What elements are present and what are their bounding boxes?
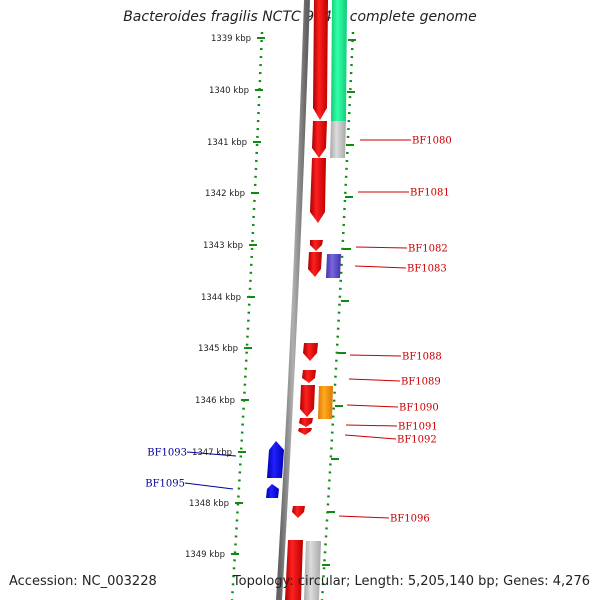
ruler-label: 1348 kbp [189, 499, 229, 509]
ruler-label: 1343 kbp [203, 241, 243, 251]
forward-gene [285, 540, 303, 600]
genome-backbone [276, 0, 310, 600]
gene-label-bf1095[interactable]: BF1095 [145, 479, 185, 490]
forward-gene [300, 385, 315, 417]
gene-label-bf1088[interactable]: BF1088 [402, 352, 442, 363]
ruler-label: 1347 kbp [192, 448, 232, 458]
label-connector [184, 482, 234, 490]
grey-feature [330, 121, 346, 158]
ruler-label: 1346 kbp [195, 396, 235, 406]
forward-gene [310, 158, 326, 223]
forward-gene [313, 0, 328, 120]
inner-ruler-arc [230, 31, 264, 600]
forward-gene [298, 428, 312, 435]
label-connectors [184, 139, 411, 519]
grey-feature [304, 541, 321, 600]
forward-gene [310, 240, 323, 251]
gene-label-bf1093[interactable]: BF1093 [147, 448, 187, 459]
forward-gene [299, 418, 313, 427]
gene-label-bf1082[interactable]: BF1082 [408, 244, 448, 255]
ruler-label: 1345 kbp [198, 344, 238, 354]
label-connector [186, 451, 237, 457]
forward-gene [308, 252, 322, 277]
ruler-label: 1339 kbp [211, 34, 251, 44]
gene-label-bf1080[interactable]: BF1080 [412, 136, 452, 147]
orange-feature [318, 386, 333, 419]
label-connector [346, 404, 399, 408]
gene-label-bf1081[interactable]: BF1081 [410, 188, 450, 199]
label-connector [338, 515, 390, 519]
ruler-label: 1342 kbp [205, 189, 245, 199]
gene-label-bf1089[interactable]: BF1089 [401, 377, 441, 388]
forward-gene [303, 343, 318, 361]
reverse-gene [267, 441, 284, 478]
ruler-label: 1340 kbp [209, 86, 249, 96]
label-connector [355, 246, 408, 249]
gene-label-bf1090[interactable]: BF1090 [399, 403, 439, 414]
label-connector [345, 424, 398, 427]
label-connector [349, 354, 402, 357]
reverse-gene [266, 484, 279, 498]
gene-label-bf1091[interactable]: BF1091 [398, 422, 438, 433]
ruler-labels: 1339 kbp 1340 kbp 1341 kbp 1342 kbp 1343 kbp… [185, 34, 251, 560]
genome-summary: Topology: circular; Length: 5,205,140 bp… [232, 574, 590, 589]
forward-gene [312, 121, 327, 158]
label-connector [348, 378, 401, 382]
ruler-label: 1344 kbp [201, 293, 241, 303]
ruler-ticks [231, 37, 356, 566]
ruler-label: 1341 kbp [207, 138, 247, 148]
forward-gene [302, 370, 316, 383]
map-title: Bacteroides fragilis NCTC 9343, complete… [123, 9, 477, 25]
accession-text: Accession: NC_003228 [9, 574, 157, 589]
ruler-label: 1349 kbp [185, 550, 225, 560]
label-connector [354, 265, 407, 269]
green-feature [331, 0, 347, 121]
label-connector [344, 434, 397, 440]
purple-feature [326, 254, 341, 278]
gene-label-bf1083[interactable]: BF1083 [407, 264, 447, 275]
forward-gene [292, 506, 305, 518]
gene-labels: BF1080 BF1081 BF1082 BF1083 BF1088 BF1089 BF10… [145, 136, 452, 525]
gene-label-bf1096[interactable]: BF1096 [390, 514, 430, 525]
gene-label-bf1092[interactable]: BF1092 [397, 435, 437, 446]
gene-features [266, 0, 347, 600]
